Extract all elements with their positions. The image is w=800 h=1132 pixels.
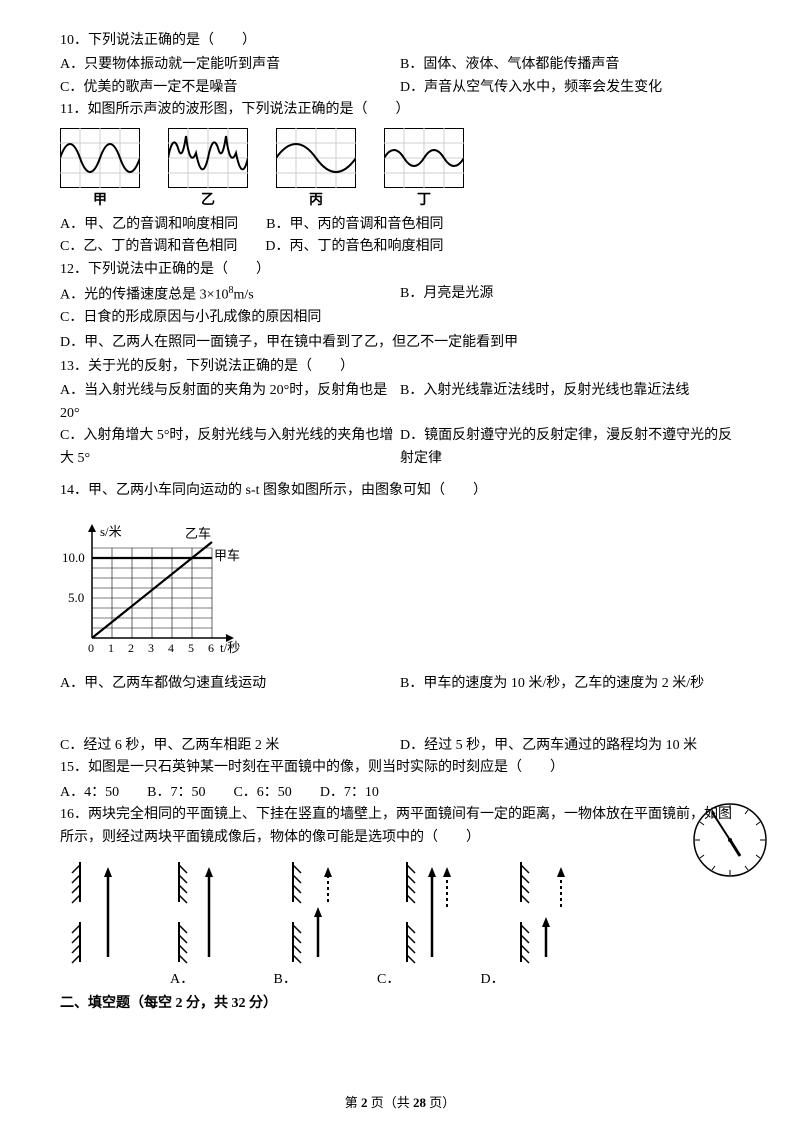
- q13-choice-c: C．入射角增大 5°时，反射光线与入射光线的夹角也增大 5°: [60, 425, 400, 470]
- q14-choice-d: D．经过 5 秒，甲、乙两车通过的路程均为 10 米: [400, 735, 740, 757]
- x-axis-label: t/秒: [220, 640, 240, 655]
- q11-choice-d: D．丙、丁的音色和响度相同: [265, 236, 443, 258]
- wave-jia-icon: [60, 128, 140, 188]
- svg-text:1: 1: [108, 641, 114, 655]
- wave-bing-icon: [276, 128, 356, 188]
- q13-choice-b: B．入射光线靠近法线时，反射光线也靠近法线: [400, 380, 740, 425]
- q11-choice-c: C．乙、丁的音调和音色相同: [60, 236, 237, 258]
- wave-ding-icon: [384, 128, 464, 188]
- svg-text:6: 6: [208, 641, 214, 655]
- q12-choice-a: A．光的传播速度总是 3×108m/s: [60, 283, 400, 307]
- mirror-option-a-icon: [144, 857, 244, 967]
- svg-text:4: 4: [168, 641, 174, 655]
- q11-choice-b: B．甲、丙的音调和音色相同: [266, 214, 443, 236]
- mirror-option-b-icon: [258, 857, 358, 967]
- wave-label-yi: 乙: [168, 190, 248, 212]
- q15-choice-b: B．7：50: [147, 782, 205, 804]
- q15-choice-c: C．6：50: [233, 782, 291, 804]
- svg-text:0: 0: [88, 641, 94, 655]
- q14-st-chart: s/米 t/秒 10.0 5.0 0 1 2 3 4 5 6 甲车 乙车: [60, 518, 740, 666]
- series-yi-label: 乙车: [185, 526, 211, 541]
- q12-stem: 12．下列说法中正确的是（ ）: [60, 259, 740, 281]
- wave-label-ding: 丁: [384, 190, 464, 212]
- q10-choice-c: C．优美的歌声一定不是噪音: [60, 77, 400, 99]
- q15-choice-d: D．7：10: [320, 782, 379, 804]
- q12-choice-b: B．月亮是光源: [400, 283, 740, 307]
- svg-text:3: 3: [148, 641, 154, 655]
- wave-label-bing: 丙: [276, 190, 356, 212]
- q13-stem: 13．关于光的反射，下列说法正确的是（ ）: [60, 356, 740, 378]
- q16-choice-c: C．: [377, 969, 477, 991]
- y-axis-label: s/米: [100, 524, 122, 539]
- q15-stem: 15．如图是一只石英钟某一时刻在平面镜中的像，则当时实际的时刻应是（ ）: [60, 757, 740, 779]
- q14-choice-c: C．经过 6 秒，甲、乙两车相距 2 米: [60, 735, 400, 757]
- svg-text:2: 2: [128, 641, 134, 655]
- q11-choice-a: A．甲、乙的音调和响度相同: [60, 214, 238, 236]
- q16-stem: 16．两块完全相同的平面镜上、下挂在竖直的墙壁上，两平面镜间有一定的距离，一物体…: [60, 804, 740, 849]
- section-2-heading: 二、填空题（每空 2 分，共 32 分）: [60, 993, 740, 1015]
- q14-stem: 14．甲、乙两小车同向运动的 s-t 图象如图所示，由图象可知（ ）: [60, 480, 740, 502]
- q15-clock-icon: [690, 800, 770, 888]
- q15-choice-a: A．4：50: [60, 782, 119, 804]
- page-footer: 第 2 页（共 28 页）: [0, 1093, 800, 1114]
- q13-choice-a: A．当入射光线与反射面的夹角为 20°时，反射角也是 20°: [60, 380, 400, 425]
- q10-stem: 10．下列说法正确的是（ ）: [60, 30, 740, 52]
- q11-waveform-row: 甲 乙 丙: [60, 128, 740, 212]
- q11-stem: 11．如图所示声波的波形图，下列说法正确的是（ ）: [60, 99, 740, 121]
- q10-choice-d: D．声音从空气传入水中，频率会发生变化: [400, 77, 740, 99]
- wave-label-jia: 甲: [60, 190, 140, 212]
- svg-text:5.0: 5.0: [68, 590, 84, 605]
- series-jia-label: 甲车: [214, 548, 240, 563]
- svg-text:10.0: 10.0: [62, 550, 85, 565]
- q16-mirror-figures: [60, 857, 740, 967]
- mirror-setup-icon: [60, 857, 130, 967]
- q12-choice-d: D．甲、乙两人在照同一面镜子，甲在镜中看到了乙，但乙不一定能看到甲: [60, 332, 740, 354]
- q16-choice-a: A．: [170, 969, 270, 991]
- q14-choice-a: A．甲、乙两车都做匀速直线运动: [60, 673, 400, 695]
- svg-text:5: 5: [188, 641, 194, 655]
- mirror-option-d-icon: [486, 857, 586, 967]
- q12-choice-c: C．日食的形成原因与小孔成像的原因相同: [60, 307, 740, 329]
- mirror-option-c-icon: [372, 857, 472, 967]
- q13-choice-d: D．镜面反射遵守光的反射定律，漫反射不遵守光的反射定律: [400, 425, 740, 470]
- q10-choice-b: B．固体、液体、气体都能传播声音: [400, 54, 740, 76]
- q16-choice-b: B．: [274, 969, 374, 991]
- q16-choice-d: D．: [481, 969, 581, 991]
- q14-choice-b: B．甲车的速度为 10 米/秒，乙车的速度为 2 米/秒: [400, 673, 740, 695]
- wave-yi-icon: [168, 128, 248, 188]
- q10-choice-a: A．只要物体振动就一定能听到声音: [60, 54, 400, 76]
